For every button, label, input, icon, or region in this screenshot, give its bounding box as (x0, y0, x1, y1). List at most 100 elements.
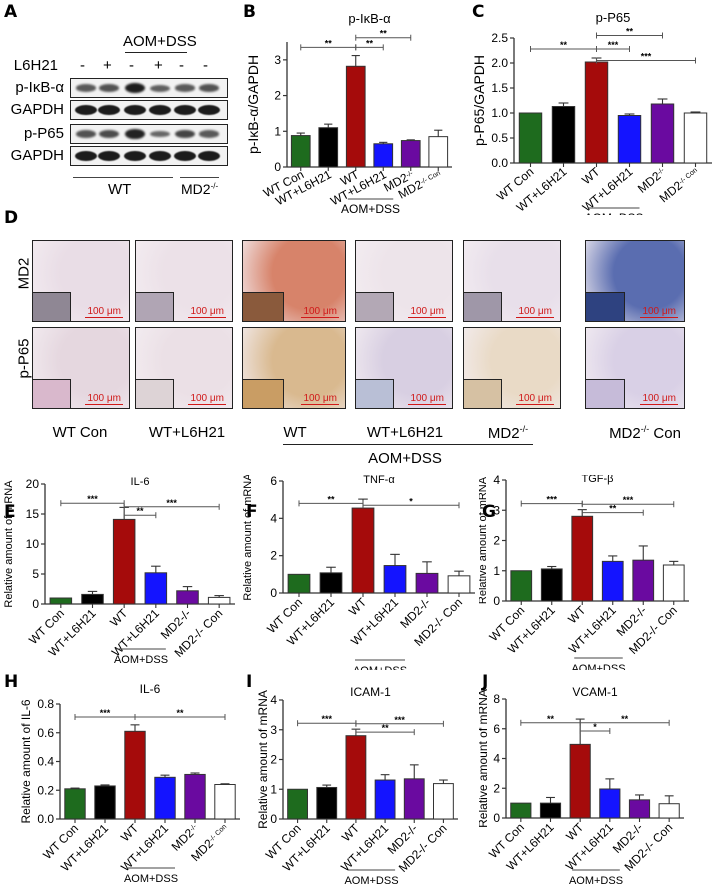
ihc-col-md2con-text: MD2 (609, 425, 641, 442)
y-tick-label: 2 (493, 781, 500, 795)
y-tick-label: 0 (493, 594, 500, 608)
bar (64, 788, 86, 820)
bar (599, 788, 621, 819)
ihc-col-md2con-suffix: Con (649, 425, 681, 442)
significance-label: *** (100, 708, 111, 718)
ihc-image: 100 μm (242, 327, 346, 409)
ihc-col-md2con-sup: -/- (640, 424, 650, 434)
chart-title: p-IκB-α (348, 11, 391, 26)
ihc-image: 100 μm (585, 327, 685, 409)
ihc-inset (33, 379, 72, 408)
scale-bar: 100 μm (188, 393, 226, 405)
lane-sign: - (80, 57, 85, 74)
x-tick-label-text: WT (339, 821, 363, 845)
y-tick-label: 0 (270, 812, 277, 826)
bar (112, 518, 136, 605)
blot-band (150, 84, 170, 92)
bar (518, 112, 543, 164)
bar (551, 106, 576, 164)
y-tick-label: 20 (26, 477, 40, 491)
group-label: AOM+DSS (341, 202, 400, 215)
blot-md2-line (180, 177, 219, 178)
ihc-image: 100 μm (32, 327, 130, 409)
blot-group-md2: MD2-/- (181, 181, 218, 197)
y-tick-label: 2.0 (491, 56, 508, 70)
bar (319, 572, 343, 594)
y-axis-label: Relative amount of mRNA (3, 480, 15, 608)
y-tick-label: 2.5 (491, 31, 508, 45)
panel-label-e: E (4, 502, 16, 522)
ihc-group-line (283, 444, 533, 445)
bar (290, 135, 311, 168)
bar (403, 778, 425, 820)
blot-band (75, 151, 97, 161)
blot-row-label: p-P65 (23, 125, 64, 142)
blot-band (98, 105, 120, 115)
blot-band (149, 105, 171, 115)
chart-title: VCAM-1 (572, 685, 618, 699)
panel-label-f: F (246, 502, 258, 522)
panel-label-a: A (4, 2, 18, 22)
western-blot-panel: AOM+DSS L6H21 - + - + - - p-IκB-α GAPDH p-P65 GA… (0, 0, 240, 200)
ihc-col-label-md2: MD2-/- (468, 424, 548, 442)
significance-label: ** (136, 506, 144, 516)
lane-sign: - (179, 57, 184, 74)
bar (428, 136, 449, 168)
y-axis-label: p-P65/GAPDH (471, 55, 487, 146)
y-axis-label: Relative amount of mRNA (256, 690, 270, 829)
group-label: AOM+DSS (124, 873, 178, 885)
blot-band (124, 105, 146, 115)
blot-header-line (125, 52, 187, 53)
y-tick-label: 15 (26, 507, 40, 521)
lane-sign: + (154, 57, 163, 74)
lane-sign: + (103, 57, 112, 74)
ihc-col-label-wt-con: WT Con (52, 424, 108, 441)
significance-label: * (593, 722, 597, 732)
ihc-row-label-md2: MD2 (15, 257, 33, 290)
ihc-image: 100 μm (32, 240, 130, 322)
y-tick-label: 0.5 (491, 131, 508, 145)
blot-band (124, 151, 146, 161)
blot-band (99, 130, 119, 138)
y-tick-label: 4 (493, 475, 500, 487)
panel-label-c: C (472, 2, 485, 22)
scale-bar: 100 μm (640, 306, 678, 318)
bar (214, 784, 236, 820)
ihc-group-label: AOM+DSS (368, 450, 442, 467)
ihc-inset (136, 379, 175, 408)
y-tick-label: 1 (274, 124, 281, 138)
ihc-image: 100 μm (135, 240, 233, 322)
y-tick-label: 0.6 (37, 726, 54, 740)
y-tick-label: 1.0 (491, 106, 508, 120)
x-tick-label-text: WT (107, 606, 131, 630)
ihc-inset (464, 379, 503, 408)
y-tick-label: 1.5 (491, 81, 508, 95)
blot-group-md2-text: MD2 (181, 181, 211, 197)
y-tick-label: 0 (274, 160, 281, 174)
bar (154, 776, 176, 820)
ihc-inset (464, 292, 503, 321)
bar (124, 730, 146, 820)
blot-band (199, 84, 219, 92)
panel-label-j: J (482, 672, 489, 692)
ihc-image: 100 μm (463, 240, 561, 322)
chart-title: ICAM-1 (350, 685, 391, 699)
y-tick-label: 1 (270, 782, 277, 796)
ihc-col-md2-sup: -/- (519, 424, 529, 434)
y-tick-label: 3 (274, 53, 281, 67)
ihc-inset (586, 379, 626, 408)
significance-label: ** (609, 504, 617, 514)
bar (351, 507, 375, 594)
significance-label: ** (380, 29, 388, 39)
ihc-inset (243, 292, 284, 321)
y-tick-label: 0.2 (37, 783, 54, 797)
significance-label: * (409, 496, 413, 506)
lane-sign: - (203, 57, 208, 74)
y-tick-label: 4 (270, 511, 277, 525)
